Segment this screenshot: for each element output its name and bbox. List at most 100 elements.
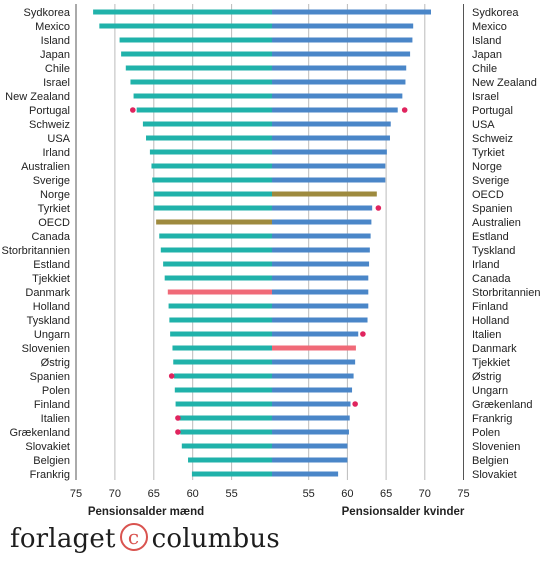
left-bar [160, 247, 272, 253]
left-bar [167, 289, 272, 295]
right-category-label: Tyskland [472, 245, 515, 257]
right-category-label: Sydkorea [472, 7, 519, 19]
right-bar [272, 415, 350, 421]
right-marker [352, 401, 358, 407]
right-category-label: Østrig [472, 371, 501, 383]
right-bar [272, 429, 349, 435]
right-bar [272, 219, 372, 225]
right-bar [272, 149, 387, 155]
right-bar [272, 9, 431, 15]
right-bar [272, 121, 391, 127]
left-category-label: Grækenland [9, 427, 70, 439]
left-bar [93, 9, 272, 15]
left-category-label: Belgien [33, 455, 70, 467]
right-axis-title: Pensionsalder kvinder [342, 506, 465, 518]
left-bar [125, 65, 273, 71]
left-bar [152, 177, 272, 183]
right-bar [272, 107, 398, 113]
left-category-label: Frankrig [30, 469, 70, 481]
left-category-label: Irland [42, 147, 70, 159]
right-bar [272, 471, 339, 477]
right-bar [272, 37, 413, 43]
left-category-label: Ungarn [34, 329, 70, 341]
left-category-label: Tyskland [27, 315, 70, 327]
left-bar [174, 387, 272, 393]
left-bar [180, 429, 272, 435]
right-category-label: Canada [472, 273, 511, 285]
right-category-label: Spanien [472, 203, 512, 215]
right-marker [375, 205, 382, 211]
right-bar [272, 233, 371, 239]
left-category-label: New Zealand [5, 91, 70, 103]
right-bar [272, 65, 407, 71]
right-category-label: Mexico [472, 21, 507, 33]
left-bar [153, 191, 272, 197]
left-category-label: Holland [33, 301, 70, 313]
right-category-label: Australien [472, 217, 521, 229]
left-category-label: Polen [42, 385, 70, 397]
right-bar [272, 275, 369, 281]
right-bar [272, 247, 370, 253]
right-category-label: Frankrig [472, 413, 512, 425]
right-category-label: Island [472, 35, 501, 47]
left-axis-title: Pensionsalder mænd [88, 506, 204, 518]
left-bar [151, 163, 272, 169]
right-category-label: Portugal [472, 105, 513, 117]
left-bar [174, 373, 272, 379]
left-tick-label: 55 [225, 488, 237, 500]
left-bar [179, 415, 272, 421]
right-category-label: Sverige [472, 175, 509, 187]
right-marker [360, 331, 366, 337]
right-category-label: Japan [472, 49, 502, 61]
left-category-label: OECD [38, 217, 70, 229]
right-bar [272, 177, 386, 183]
left-marker [175, 415, 181, 421]
right-bar [272, 443, 348, 449]
left-bar [173, 359, 272, 365]
right-category-label: Danmark [472, 343, 517, 355]
right-bar [272, 457, 348, 463]
right-bar [272, 51, 411, 57]
left-bar [156, 219, 272, 225]
left-category-label: USA [47, 133, 70, 145]
left-bar [175, 401, 272, 407]
left-bar [168, 303, 272, 309]
right-bar [272, 317, 368, 323]
left-category-label: Chile [45, 63, 70, 75]
left-bar [163, 261, 272, 267]
right-marker [401, 107, 408, 113]
left-tick-label: 65 [148, 488, 160, 500]
left-bar [172, 345, 272, 351]
left-category-label: Portugal [29, 105, 70, 117]
right-tick-label: 75 [457, 488, 469, 500]
right-category-label: Grækenland [472, 399, 533, 411]
left-bar [164, 275, 272, 281]
right-bar [272, 401, 351, 407]
left-marker [129, 107, 136, 113]
right-category-label: Polen [472, 427, 500, 439]
right-category-label: Estland [472, 231, 509, 243]
left-bar [149, 149, 272, 155]
right-bar [272, 79, 406, 85]
right-bar [272, 93, 403, 99]
right-category-label: Norge [472, 161, 502, 173]
left-tick-label: 75 [70, 488, 82, 500]
right-category-label: Italien [472, 329, 501, 341]
left-category-label: Slovenien [22, 343, 70, 355]
left-category-label: Tjekkiet [32, 273, 70, 285]
left-category-label: Mexico [35, 21, 70, 33]
left-category-label: Finland [34, 399, 70, 411]
right-bar [272, 205, 373, 211]
logo-text-left: forlaget [10, 524, 116, 554]
right-category-label: Slovenien [472, 441, 520, 453]
left-bar [130, 79, 272, 85]
left-category-label: Sverige [33, 175, 70, 187]
left-tick-label: 60 [187, 488, 199, 500]
left-category-label: Australien [21, 161, 70, 173]
right-bar [272, 163, 386, 169]
left-category-label: Storbritannien [2, 245, 71, 257]
left-bar [159, 233, 272, 239]
left-bar [121, 51, 273, 57]
right-category-label: Chile [472, 63, 497, 75]
right-bar [272, 387, 353, 393]
